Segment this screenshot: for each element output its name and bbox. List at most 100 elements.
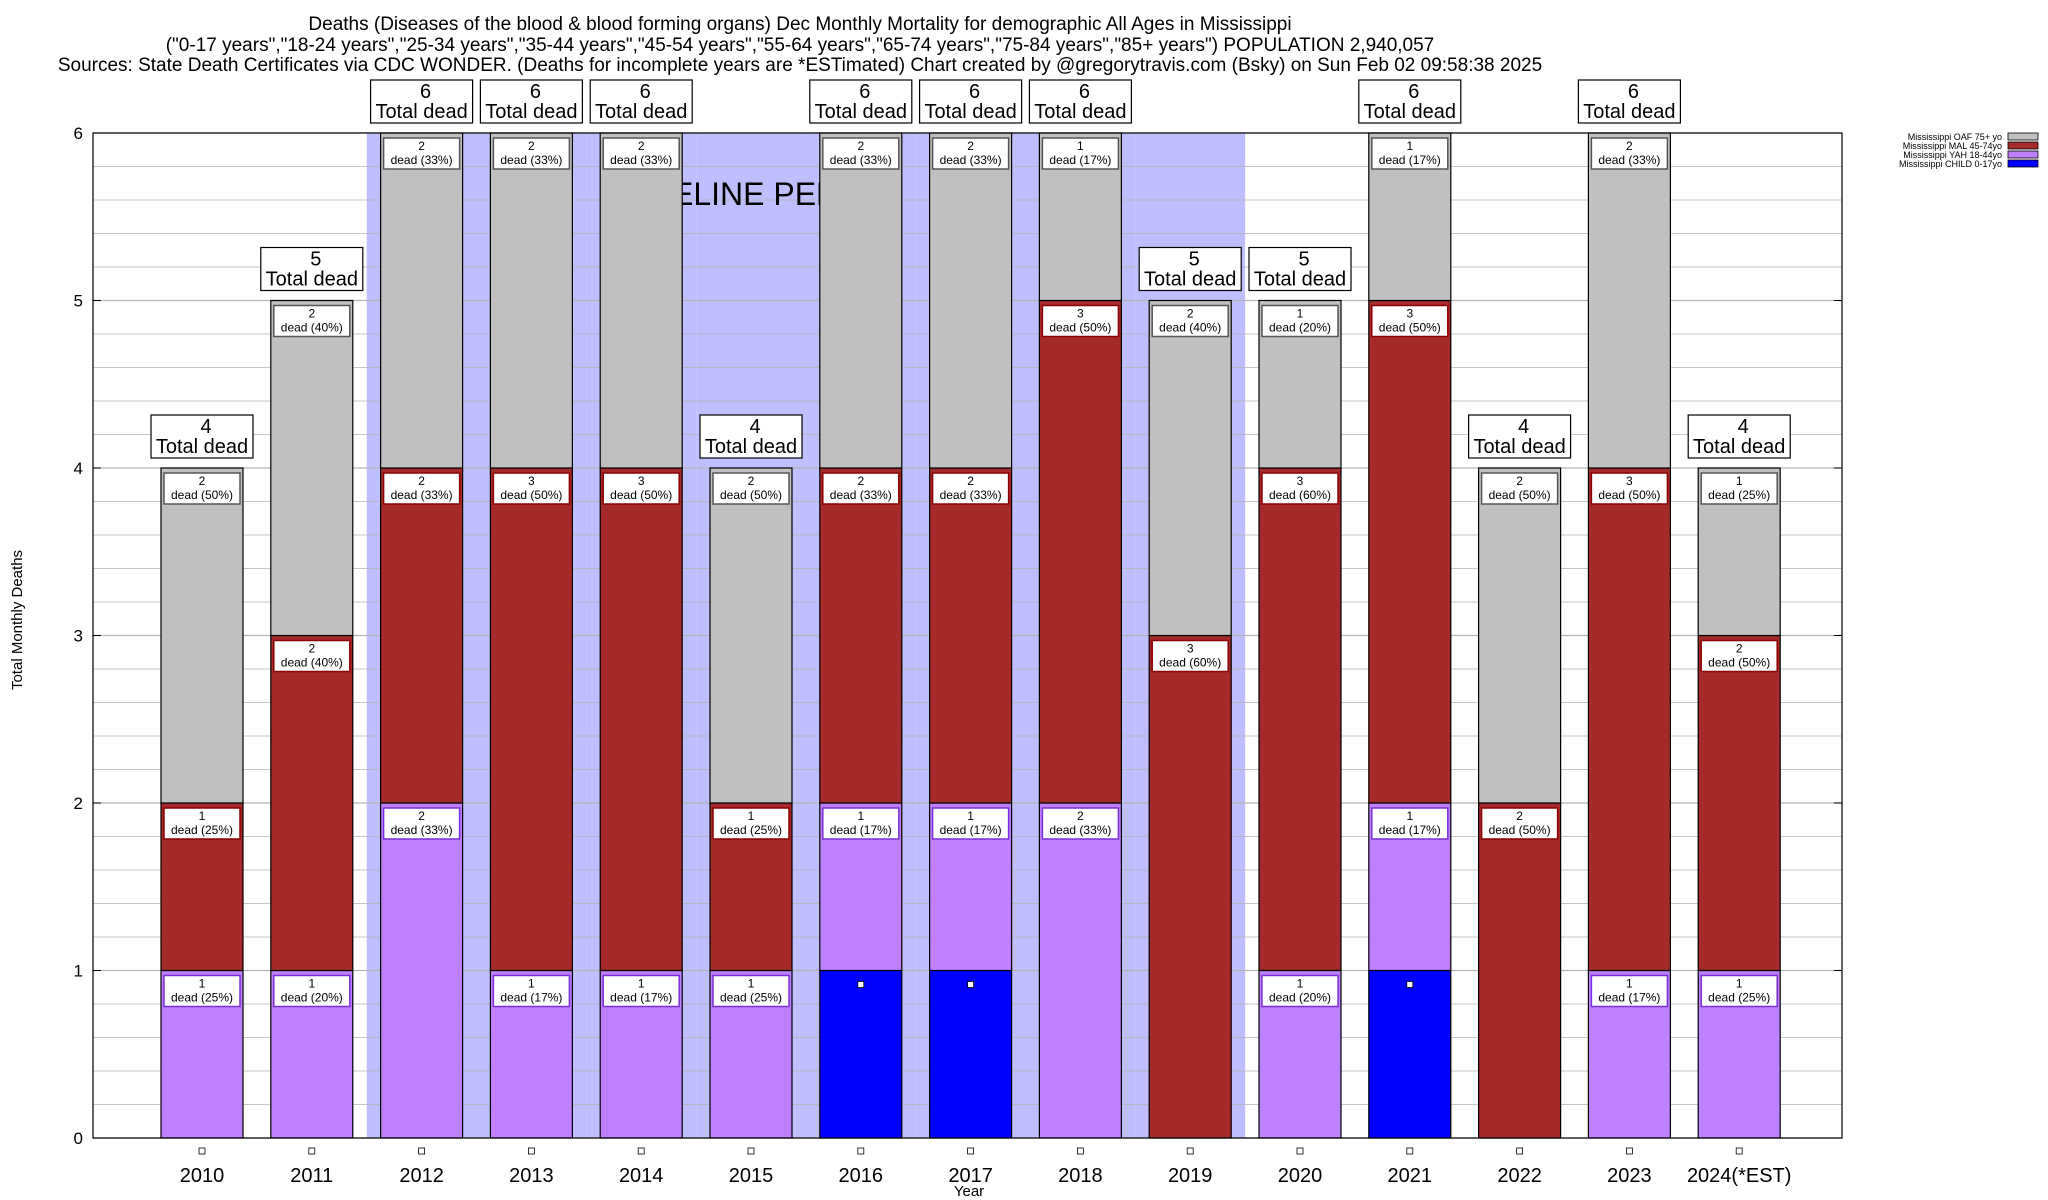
segment-percent: dead (25%)	[720, 991, 782, 1005]
segment-count: 2	[308, 642, 315, 656]
bar-segment	[1587, 132, 1672, 469]
total-count: 6	[640, 81, 651, 103]
segment-percent: dead (60%)	[1159, 656, 1221, 670]
legend-swatch	[2007, 159, 2039, 168]
segment-count: 2	[1736, 642, 1743, 656]
segment-count: 1	[199, 809, 206, 823]
segment-count: 2	[1077, 809, 1084, 823]
segment-count: 2	[199, 474, 206, 488]
segment-count: 2	[748, 474, 755, 488]
total-caption: Total dead	[705, 436, 797, 458]
total-label-box	[1687, 414, 1791, 459]
segment-percent: dead (17%)	[1598, 991, 1660, 1005]
x-tick-marker	[418, 1147, 426, 1155]
segment-label-box	[492, 137, 571, 170]
bar-segment	[270, 634, 354, 972]
total-count: 6	[1079, 81, 1090, 103]
segment-percent: dead (33%)	[940, 153, 1002, 167]
segment-percent: dead (33%)	[500, 153, 562, 167]
segment-percent: dead (50%)	[1049, 321, 1111, 335]
segment-label-box	[1700, 974, 1778, 1008]
segment-percent: dead (33%)	[610, 153, 672, 167]
segment-label-box	[273, 304, 351, 338]
bar-segment	[1148, 634, 1232, 1139]
x-tick-label: 2017	[948, 1165, 993, 1187]
x-tick-label: 2020	[1278, 1165, 1323, 1187]
x-tick-label: 2018	[1058, 1165, 1103, 1187]
total-label-box	[370, 79, 474, 124]
x-tick-marker	[1077, 1147, 1084, 1155]
bar-segment	[928, 132, 1013, 469]
segment-percent: dead (17%)	[830, 823, 892, 837]
segment-label-box	[163, 472, 241, 505]
segment-label-box	[931, 137, 1010, 170]
x-tick-marker	[857, 1147, 865, 1155]
y-tick-label: 3	[74, 627, 83, 646]
segment-percent: dead (33%)	[830, 153, 892, 167]
total-caption: Total dead	[1583, 101, 1675, 123]
segment-percent: dead (50%)	[610, 488, 672, 502]
x-tick-marker	[967, 1147, 974, 1155]
x-tick-label: 2014	[619, 1165, 664, 1187]
segment-marker	[857, 981, 865, 988]
segment-percent: dead (50%)	[1489, 488, 1551, 502]
x-tick-label: 2010	[180, 1165, 225, 1187]
segment-count: 1	[748, 977, 755, 991]
segment-label-box	[1261, 304, 1339, 338]
x-tick-label: 2015	[729, 1165, 774, 1187]
bar-segment	[489, 132, 573, 469]
bar-segment	[489, 467, 573, 972]
x-tick-marker	[1735, 1147, 1743, 1155]
segment-percent: dead (33%)	[391, 153, 453, 167]
segment-count: 2	[418, 139, 425, 153]
segment-count: 1	[308, 977, 315, 991]
total-caption: Total dead	[595, 101, 687, 123]
total-label-box	[1248, 246, 1352, 292]
segment-count: 2	[1516, 809, 1523, 823]
segment-count: 1	[1297, 977, 1304, 991]
legend-swatch	[2007, 132, 2039, 141]
legend-label: Mississippi YAH 18-44yo	[1903, 150, 2002, 160]
segment-count: 1	[857, 809, 864, 823]
y-tick-label: 4	[74, 459, 83, 478]
total-count: 6	[859, 81, 870, 103]
x-tick-label: 2013	[509, 1165, 554, 1187]
total-count: 4	[1518, 416, 1529, 438]
segment-count: 1	[1297, 307, 1304, 321]
segment-percent: dead (17%)	[1049, 153, 1111, 167]
total-label-box	[1358, 79, 1462, 124]
x-tick-marker	[637, 1147, 645, 1155]
segment-percent: dead (40%)	[281, 656, 343, 670]
segment-count: 3	[1077, 307, 1084, 321]
chart-subtitle-age-groups: ("0-17 years","18-24 years","25-34 years…	[165, 35, 1435, 56]
x-tick-label: 2021	[1388, 1165, 1433, 1187]
segment-percent: dead (50%)	[1598, 488, 1660, 502]
bar-segment	[1697, 634, 1781, 972]
plot-border	[92, 132, 1843, 1139]
segment-percent: dead (50%)	[720, 488, 782, 502]
bar-segment	[1148, 299, 1232, 637]
x-tick-label: 2023	[1607, 1165, 1652, 1187]
segment-label-box	[273, 974, 351, 1008]
segment-label-box	[1590, 137, 1669, 170]
total-caption: Total dead	[924, 101, 1016, 123]
segment-percent: dead (25%)	[1708, 488, 1770, 502]
total-label-box	[589, 79, 693, 124]
